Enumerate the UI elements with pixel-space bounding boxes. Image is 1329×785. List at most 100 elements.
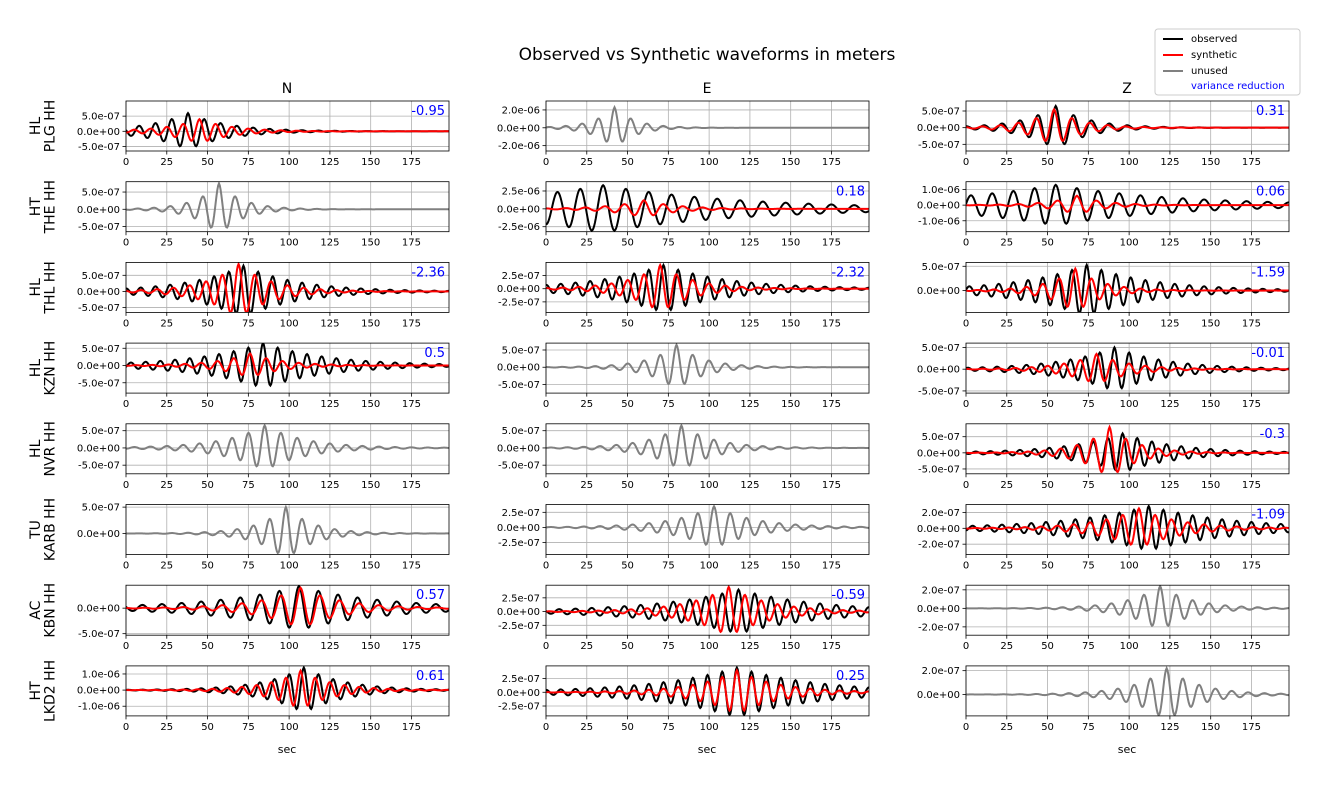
x-tick-label: 175: [1242, 157, 1261, 168]
x-tick-label: 50: [201, 157, 214, 168]
x-tick-label: 125: [740, 480, 759, 491]
panel-n-4: 0 25 50 75 100 125 150 175 5.0e-07 0.0e+00 -5.0e-0…: [77, 423, 450, 491]
y-tick-label: -5.0e-07: [918, 140, 960, 151]
row-label-4: HLNVR HH: [28, 421, 59, 476]
waveforms: [966, 183, 1289, 225]
panel-frame: [965, 584, 1290, 636]
row-label-station: KARB HH: [43, 498, 59, 561]
x-tick-label: 0: [963, 561, 969, 572]
x-tick-label: 100: [1120, 561, 1139, 572]
x-tick-label: 25: [160, 561, 173, 572]
x-tick-label: 150: [361, 318, 380, 329]
x-tick-label: 25: [160, 318, 173, 329]
synthetic-trace: [966, 194, 1289, 213]
x-tick-label: 175: [822, 399, 841, 410]
x-tick-label: 50: [201, 480, 214, 491]
x-tick-label: 0: [123, 157, 129, 168]
x-tick-label: 0: [123, 480, 129, 491]
y-tick-label: 2.5e-07: [502, 674, 540, 685]
waveforms: [126, 262, 449, 313]
y-tick-label: 0.0e+00: [497, 284, 540, 295]
y-tick-label: 2.0e-07: [922, 508, 960, 519]
synthetic-trace: [126, 586, 449, 626]
x-tick-label: 150: [361, 480, 380, 491]
y-tick-label: 2.5e-07: [502, 271, 540, 282]
x-tick-label: 150: [781, 238, 800, 249]
column-title-e: E: [703, 81, 712, 97]
figure-title: Observed vs Synthetic waveforms in meter…: [519, 45, 896, 65]
x-tick-label: 150: [781, 480, 800, 491]
y-tick-label: -2.0e-06: [498, 141, 540, 152]
y-tick-label: 0.0e+00: [917, 690, 960, 701]
x-tick-label: 25: [1000, 157, 1013, 168]
waveforms: [126, 665, 449, 711]
variance-reduction-value: 0.31: [1256, 104, 1285, 119]
row-label-network: TU: [28, 520, 44, 540]
synthetic-trace: [126, 351, 449, 377]
waveforms: [126, 504, 449, 555]
x-tick-label: 125: [1160, 641, 1179, 652]
x-tick-label: 175: [822, 480, 841, 491]
observed-trace: [966, 504, 1289, 551]
panel-e-0: 0 25 50 75 100 125 150 175 2.0e-06 0.0e+00 -2.0e-0…: [497, 100, 870, 168]
panel-e-2: 0 25 50 75 100 125 150 175 2.5e-07 0.0e+00 -2.5e-0…: [497, 261, 870, 329]
x-tick-label: 125: [320, 399, 339, 410]
x-tick-label: 175: [1242, 641, 1261, 652]
x-tick-label: 150: [1201, 641, 1220, 652]
x-tick-label: 175: [402, 480, 421, 491]
waveforms: [966, 585, 1289, 627]
panel-n-5: 0 25 50 75 100 125 150 175 5.0e-07 0.0e+00: [77, 503, 450, 572]
panel-frame: [965, 181, 1290, 233]
x-tick-label: 0: [543, 561, 549, 572]
panel-z-4: 0 25 50 75 100 125 150 175 5.0e-07 0.0e+00 -5.0e-0…: [917, 423, 1290, 491]
waveforms: [126, 423, 449, 468]
y-tick-label: 0.0e+00: [917, 448, 960, 459]
x-tick-label: 25: [580, 157, 593, 168]
x-tick-label: 75: [242, 399, 255, 410]
row-label-7: HTLKD2 HH: [28, 660, 59, 722]
waveforms: [126, 111, 449, 148]
x-tick-label: 75: [662, 238, 675, 249]
y-tick-label: 5.0e-07: [502, 426, 540, 437]
observed-trace: [126, 343, 449, 388]
variance-reduction-value: 0.18: [836, 185, 865, 200]
panel-frame: [965, 423, 1290, 475]
x-tick-label: 25: [1000, 480, 1013, 491]
y-tick-label: 0.0e+00: [917, 524, 960, 535]
panel-frame: [545, 100, 870, 152]
synthetic-trace: [546, 262, 869, 309]
x-tick-label: 25: [580, 318, 593, 329]
y-tick-label: 5.0e-07: [82, 271, 120, 282]
x-tick-label: 125: [740, 157, 759, 168]
y-tick-label: 5.0e-07: [82, 503, 120, 514]
waveforms: [966, 262, 1289, 313]
x-tick-label: 25: [1000, 561, 1013, 572]
variance-reduction-value: -1.09: [1251, 508, 1285, 523]
x-tick-label: 125: [740, 561, 759, 572]
waveforms: [546, 343, 869, 386]
legend-box: [1154, 28, 1301, 96]
observed-trace: [546, 665, 869, 716]
x-axis-label-z: sec: [1118, 743, 1137, 756]
panels-group: HLPLG HH0 25 50 75 100 125 150 1755.0e-070.0e+0…: [28, 100, 1290, 733]
row-label-network: AC: [28, 600, 44, 619]
x-tick-label: 0: [123, 722, 129, 733]
x-tick-label: 150: [781, 318, 800, 329]
x-tick-label: 125: [740, 399, 759, 410]
x-tick-label: 175: [402, 399, 421, 410]
panel-n-6: 0 25 50 75 100 125 150 175 0.0e+00 -5.0e-07 0.57: [77, 584, 450, 652]
panel-z-3: 0 25 50 75 100 125 150 175 5.0e-07 0.0e+00 -5.0e-0…: [917, 342, 1290, 410]
panel-frame: [965, 100, 1290, 152]
y-tick-label: -2.0e-07: [918, 622, 960, 633]
x-tick-label: 100: [1120, 722, 1139, 733]
x-tick-label: 50: [201, 238, 214, 249]
variance-reduction-value: 0.57: [416, 588, 445, 603]
y-tick-label: 0.0e+00: [497, 204, 540, 215]
x-tick-label: 125: [320, 641, 339, 652]
panel-frame: [965, 342, 1290, 394]
y-tick-label: -5.0e-07: [78, 461, 120, 472]
x-tick-label: 175: [402, 641, 421, 652]
x-tick-label: 125: [740, 238, 759, 249]
y-tick-label: -5.0e-07: [498, 461, 540, 472]
panel-frame: [125, 342, 450, 394]
